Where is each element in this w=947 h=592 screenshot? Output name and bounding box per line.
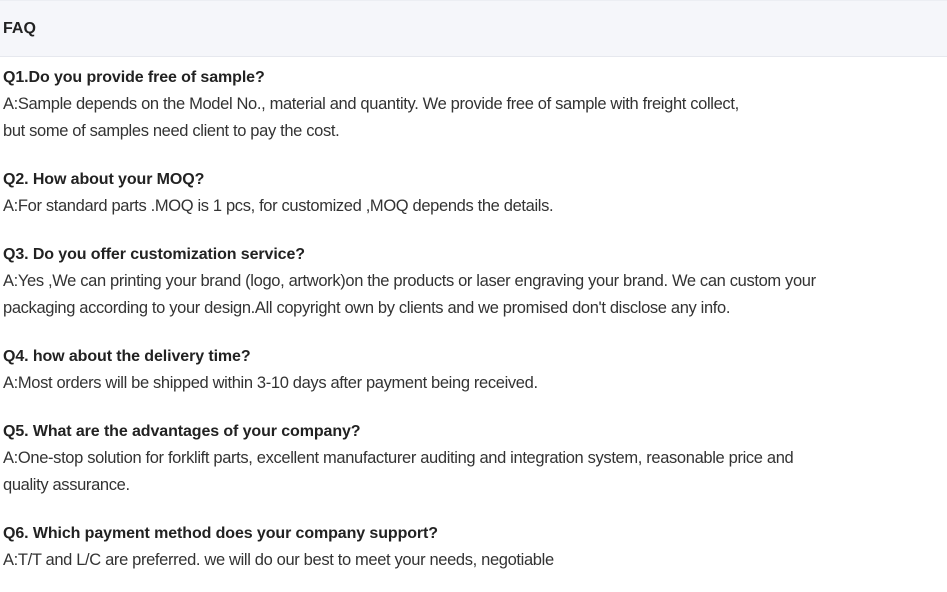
faq-list: Q1.Do you provide free of sample? A:Sampl… — [0, 57, 947, 574]
faq-title: FAQ — [3, 19, 36, 37]
faq-question: Q2. How about your MOQ? — [3, 171, 205, 188]
faq-answer-line: A:One-stop solution for forklift parts, … — [3, 449, 794, 467]
faq-question: Q5. What are the advantages of your comp… — [3, 423, 361, 440]
faq-item: Q6. Which payment method does your compa… — [3, 520, 947, 574]
faq-answer-line: but some of samples need client to pay t… — [3, 122, 340, 140]
faq-answer-line: quality assurance. — [3, 476, 130, 494]
faq-answer-line: A:Yes ,We can printing your brand (logo,… — [3, 272, 816, 290]
faq-answer-line: A:T/T and L/C are preferred. we will do … — [3, 551, 554, 569]
faq-answer-line: packaging according to your design.All c… — [3, 299, 731, 317]
faq-item: Q4. how about the delivery time? A:Most o… — [3, 343, 947, 397]
faq-item: Q2. How about your MOQ? A:For standard pa… — [3, 166, 947, 220]
faq-question: Q1.Do you provide free of sample? — [3, 69, 265, 86]
faq-answer-line: A:For standard parts .MOQ is 1 pcs, for … — [3, 197, 554, 215]
faq-header: FAQ — [0, 0, 947, 57]
faq-item: Q1.Do you provide free of sample? A:Sampl… — [3, 64, 947, 145]
faq-item: Q3. Do you offer customization service? A… — [3, 241, 947, 322]
faq-question: Q3. Do you offer customization service? — [3, 246, 305, 263]
faq-answer-line: A:Sample depends on the Model No., mater… — [3, 95, 739, 113]
faq-question: Q6. Which payment method does your compa… — [3, 525, 438, 542]
faq-question: Q4. how about the delivery time? — [3, 348, 251, 365]
faq-item: Q5. What are the advantages of your comp… — [3, 418, 947, 499]
faq-answer-line: A:Most orders will be shipped within 3-1… — [3, 374, 538, 392]
